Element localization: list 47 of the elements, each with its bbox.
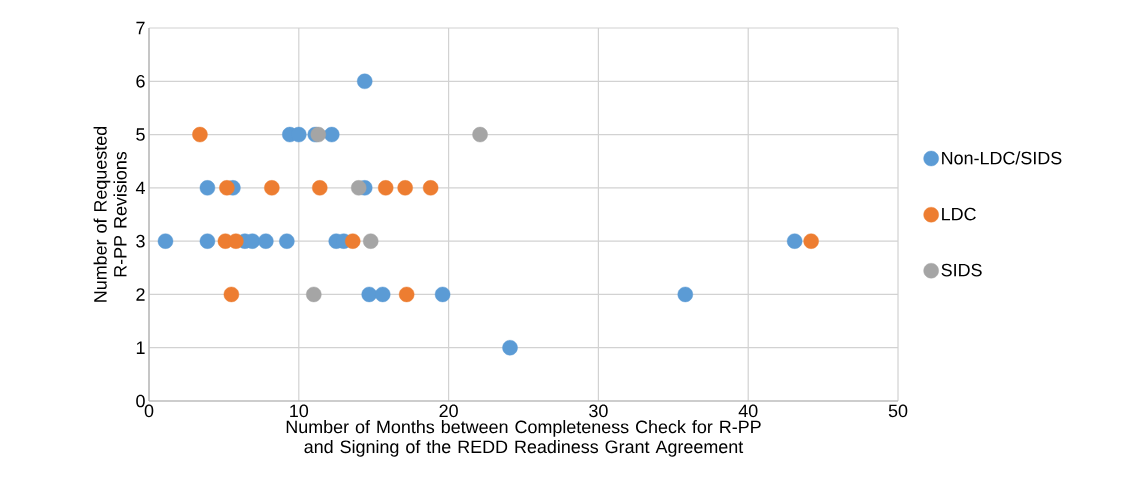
point <box>219 180 235 196</box>
point <box>803 233 819 249</box>
legend-label: Non-LDC/SIDS <box>942 151 1062 165</box>
point <box>434 286 451 303</box>
point <box>324 126 340 143</box>
point <box>351 180 367 196</box>
x-tick-label: 50 <box>888 404 908 418</box>
x-tick-label: 10 <box>290 404 309 418</box>
point <box>228 233 244 249</box>
y-tick-label: 4 <box>135 181 145 195</box>
point <box>306 286 322 303</box>
point <box>345 233 361 249</box>
point <box>422 180 439 196</box>
point <box>264 180 280 196</box>
y-tick-label: 3 <box>136 234 145 248</box>
point <box>199 233 216 249</box>
point <box>312 180 328 196</box>
point <box>258 233 274 249</box>
y-tick-label: 1 <box>136 341 145 354</box>
y-tick-label: 6 <box>136 74 145 88</box>
point <box>363 233 379 249</box>
y-tick-label: 2 <box>136 288 145 301</box>
point <box>786 233 803 249</box>
point <box>502 340 518 356</box>
legend-label: LDC <box>942 207 976 221</box>
x-tick-label: 30 <box>589 404 608 418</box>
point <box>192 126 208 143</box>
point <box>357 73 373 89</box>
legend-label: SIDS <box>941 263 982 277</box>
y-tick-label: 0 <box>136 394 145 408</box>
point <box>377 180 394 196</box>
point <box>361 286 377 303</box>
point <box>472 126 488 143</box>
point <box>279 233 295 249</box>
y-tick-label: 7 <box>136 21 145 35</box>
point <box>374 286 391 303</box>
point <box>677 286 693 303</box>
point <box>199 180 216 196</box>
point <box>397 180 413 196</box>
point <box>223 286 240 303</box>
x-axis-title: Number of Months between Completeness Check for R-PP and Signing of the REDD Readiness Grant Agreement <box>286 420 761 457</box>
x-tick-label: 40 <box>738 404 758 418</box>
y-tick-label: 5 <box>136 128 145 141</box>
point <box>398 286 415 303</box>
point <box>157 233 174 249</box>
y-axis-title: Number of Requested R-PP Revisions <box>93 126 127 302</box>
x-tick-label: 20 <box>439 404 458 418</box>
